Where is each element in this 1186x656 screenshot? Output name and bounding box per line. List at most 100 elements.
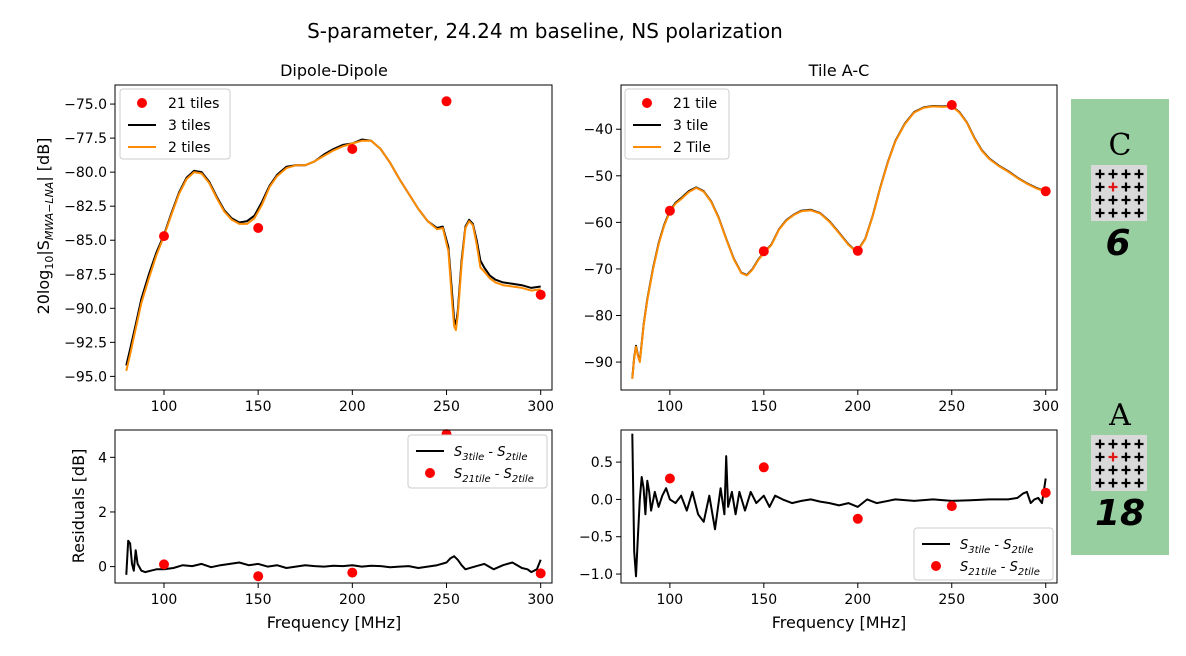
tile_main-ytick-label-1: −50 xyxy=(583,169,613,185)
tile-c-dipole-grid-icon xyxy=(1091,165,1147,221)
dipole_main-xtick-label-250: 250 xyxy=(433,399,460,415)
dipole_main-axes: 100 150 200 250 300 −75.0 −77.5 −80.0 −82.5 −85.0… xyxy=(64,84,554,415)
dipole_resid-ytick-label-0: 0 xyxy=(98,560,107,576)
antenna-side-panel: C 6 A 18 xyxy=(1071,99,1169,555)
tile_main-xtick-label-250: 250 xyxy=(938,399,965,415)
tile-c-label: C xyxy=(1109,128,1132,163)
dipole-ylabel-suffix: | [dB] xyxy=(34,138,53,182)
tile-c-number: 6 xyxy=(1105,223,1130,264)
tile-a-number: 18 xyxy=(1095,493,1145,534)
tile_resid-ytick-label-0: 0.5 xyxy=(591,455,613,471)
tile_resid-legend-label-1-s2: S xyxy=(1010,560,1018,575)
dipole_main-ytick-label-7: −92.5 xyxy=(64,335,107,351)
tile_main-ytick-label-3: −70 xyxy=(583,262,613,278)
tile_main-axes: 100 150 200 250 300 −40 −50 −60 −70 −80 −90 21 tile… xyxy=(583,84,1059,415)
dipole-ylabel-mid: |S xyxy=(34,240,53,256)
dipole_resid-legend-label-1-s2: S xyxy=(504,467,512,482)
resid-ylabel: Residuals [dB] xyxy=(69,449,88,564)
dipole_main-ytick-label-3: −82.5 xyxy=(64,199,107,215)
dipole_main-dot-100 xyxy=(159,231,169,242)
dipole_main-legend: 21 tiles 3 tiles 2 tiles xyxy=(119,88,231,160)
plots-layer: 100 150 200 250 300 −75.0 −77.5 −80.0 −82.5 −85.0… xyxy=(64,84,1059,608)
tile_resid-xtick-label-150: 150 xyxy=(750,592,777,608)
dipole_resid-legend-dot-marker xyxy=(425,468,435,478)
tile_resid-series-s3tile---s2tile xyxy=(631,433,1047,578)
dipole_main-legend-dot-marker xyxy=(137,98,147,108)
tile_resid-ytick-label-1: 0.0 xyxy=(591,492,613,508)
dipole_main-legend-frame xyxy=(119,88,231,160)
dipole_resid-frame xyxy=(114,429,553,584)
dipole_resid-xtick-label-250: 250 xyxy=(433,592,460,608)
dipole_main-ytick-label-2: −80.0 xyxy=(64,165,107,181)
dipole_resid-legend-label-1-s1: S xyxy=(454,467,462,482)
dipole-ylabel-prefix: 20log xyxy=(34,270,53,315)
tile_main-ytick-label-5: −90 xyxy=(583,355,613,371)
tile_resid-legend-label-0-sub1: 3tile xyxy=(968,545,990,556)
dipole_resid-series-s3tile---s2tile xyxy=(125,539,542,575)
tile_resid-legend-label-1-s1: S xyxy=(960,560,968,575)
dipole_resid-dot-150 xyxy=(253,571,264,582)
dipole_main-dot-300 xyxy=(535,289,546,300)
tile_resid-legend-label-0-s1: S xyxy=(960,538,968,553)
dipole_main-xtick-label-200: 200 xyxy=(339,399,366,415)
dipole_main-dot-250 xyxy=(441,96,452,107)
tile_resid-dot-200 xyxy=(852,513,863,524)
tile_main-ytick-label-2: −60 xyxy=(583,215,613,231)
tile_resid-dot-150 xyxy=(758,462,769,473)
figure-title: S-parameter, 24.24 m baseline, NS polari… xyxy=(307,19,783,43)
tile_main-series-2-tile xyxy=(631,105,1047,379)
tile_main-dot-100 xyxy=(664,205,675,216)
tile_main-dot-250 xyxy=(946,100,957,110)
dipole-ylabel: 20log10|SMWA−LNA| [dB] xyxy=(34,138,56,315)
tile_resid-legend-label-1-sub2: 2tile xyxy=(1018,567,1040,578)
tile_resid-dot-250 xyxy=(946,501,957,512)
dipole_resid-legend-label-0-dash: - xyxy=(484,445,497,460)
dipole_resid-legend-label-1-sub1: 21tile xyxy=(462,474,490,485)
tile_main-xtick-label-200: 200 xyxy=(844,399,871,415)
tile_main-xtick-label-150: 150 xyxy=(750,399,777,415)
dipole_resid-legend-label-0-sub1: 3tile xyxy=(462,452,484,463)
tile_resid-frame xyxy=(620,429,1058,584)
dipole_main-ytick-label-6: −90.0 xyxy=(64,301,107,317)
dipole_main-xtick-label-300: 300 xyxy=(527,399,554,415)
tile-title: Tile A-C xyxy=(808,61,870,80)
dipole_resid-legend-label-1-dash: - xyxy=(491,467,504,482)
dipole_main-frame xyxy=(114,84,553,391)
dipole-xlabel: Frequency [MHz] xyxy=(267,613,401,632)
tile_main-legend-frame xyxy=(624,88,730,160)
tile_main-legend-label-0: 21 tile xyxy=(673,96,717,112)
tile_resid-dot-300 xyxy=(1040,487,1051,498)
tile_main-legend-label-1: 3 tile xyxy=(673,118,708,134)
tile_resid-legend-label-0: S3tile - S2tile xyxy=(960,538,1034,556)
dipole_resid-xtick-label-150: 150 xyxy=(245,592,272,608)
tile_resid-xtick-label-250: 250 xyxy=(938,592,965,608)
tile_main-legend: 21 tile 3 tile 2 Tile xyxy=(624,88,730,160)
tile_main-ytick-label-0: −40 xyxy=(583,122,613,138)
dipole_resid-ytick-label-1: 2 xyxy=(98,505,107,521)
tile_resid-legend-label-0-dash: - xyxy=(990,538,1003,553)
dipole_main-legend-label-2: 2 tiles xyxy=(168,140,211,156)
dipole_resid-legend-label-0-s1: S xyxy=(454,445,462,460)
tile_main-dot-150 xyxy=(758,246,769,257)
tile_resid-legend-label-1-dash: - xyxy=(997,560,1010,575)
tile-a-dipole-grid-icon xyxy=(1091,435,1147,491)
tile_resid-legend-label-0-sub2: 2tile xyxy=(1012,545,1034,556)
dipole_main-series-2-tiles xyxy=(125,139,541,372)
dipole_resid-legend-label-0-sub2: 2tile xyxy=(506,452,528,463)
dipole_main-ytick-label-0: −75.0 xyxy=(64,97,107,113)
tile_resid-legend-label-0-s2: S xyxy=(1003,538,1011,553)
tile_resid-legend-label-1-sub1: 21tile xyxy=(968,567,996,578)
tile_resid-xtick-label-100: 100 xyxy=(656,592,683,608)
dipole-title: Dipole-Dipole xyxy=(280,61,388,80)
dipole_main-legend-label-1: 3 tiles xyxy=(168,118,211,134)
tile_main-dot-300 xyxy=(1040,186,1051,197)
tile_main-legend-dot-marker xyxy=(642,98,652,108)
dipole_resid-legend-frame xyxy=(407,434,548,489)
tile_resid-ytick-label-2: −0.5 xyxy=(579,530,613,546)
dipole_resid-dot-300 xyxy=(535,568,546,579)
dipole_resid-legend-label-1-sub2: 2tile xyxy=(512,474,534,485)
dipole_main-dot-150 xyxy=(253,223,264,233)
